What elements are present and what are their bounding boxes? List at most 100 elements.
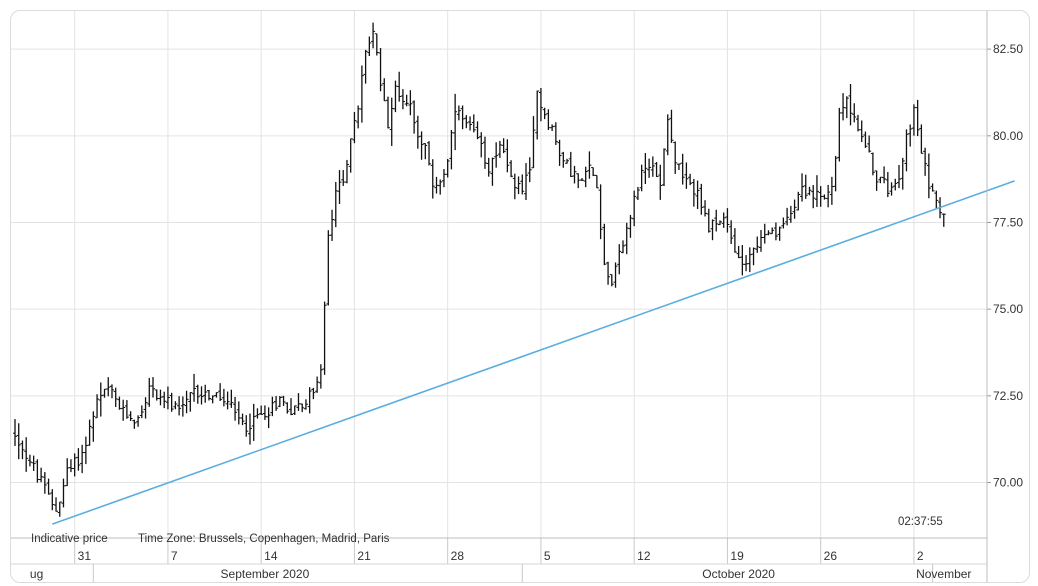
ohlc-bar: [538, 87, 543, 122]
ohlc-bar: [57, 501, 62, 517]
ohlc-bar: [699, 183, 704, 215]
ohlc-bar: [509, 160, 514, 178]
ohlc-bar: [893, 178, 898, 191]
ohlc-bar: [214, 392, 219, 398]
ohlc-bar: [27, 454, 32, 467]
ohlc-bar: [639, 164, 644, 192]
ohlc-bar: [486, 157, 491, 177]
ohlc-bar: [542, 107, 547, 120]
ohlc-bar: [221, 388, 226, 407]
ohlc-bar: [300, 403, 305, 413]
ohlc-bar: [520, 174, 525, 195]
day-tick-label: 5: [544, 549, 551, 563]
ohlc-bar: [908, 124, 913, 147]
ohlc-bar: [841, 93, 846, 121]
ohlc-bar: [822, 194, 827, 200]
y-tick-label: 77.50: [993, 215, 1023, 229]
ohlc-bar: [24, 437, 29, 472]
ohlc-bar: [680, 153, 685, 185]
y-tick-label: 70.00: [993, 476, 1023, 490]
ohlc-bar: [919, 124, 924, 154]
ohlc-bar: [587, 151, 592, 179]
ohlc-bar: [695, 180, 700, 210]
ohlc-bar: [516, 176, 521, 195]
ohlc-bar: [203, 384, 208, 403]
ohlc-bar: [367, 36, 372, 56]
ohlc-bar: [382, 78, 387, 102]
ohlc-bar: [662, 148, 667, 187]
ohlc-bar: [725, 208, 730, 233]
indicative-price-label: Indicative price: [31, 533, 108, 545]
ohlc-bar: [244, 415, 249, 437]
ohlc-bar: [479, 132, 484, 158]
ohlc-bar: [378, 47, 383, 92]
ohlc-bar: [296, 393, 301, 411]
ohlc-bar: [341, 170, 346, 186]
trendline-layer[interactable]: [52, 180, 1015, 525]
ohlc-bar: [430, 159, 435, 199]
ohlc-bar: [512, 173, 517, 200]
ohlc-bar: [281, 395, 286, 406]
ohlc-bar: [579, 178, 584, 181]
ohlc-bar: [770, 227, 775, 235]
ohlc-bar: [628, 214, 633, 238]
ohlc-bar: [412, 100, 417, 134]
ohlc-bar: [188, 392, 193, 412]
ohlc-bar: [337, 170, 342, 204]
ohlc-bar: [471, 114, 476, 133]
ohlc-bar: [807, 186, 812, 196]
ohlc-bar: [143, 397, 148, 419]
ohlc-bar: [229, 389, 234, 408]
ohlc-bar: [169, 392, 174, 412]
ohlc-bar: [497, 140, 502, 158]
ohlc-bar: [833, 155, 838, 192]
ohlc-bar: [624, 222, 629, 255]
ohlc-bar: [132, 419, 137, 429]
ohlc-bar: [344, 159, 349, 184]
ohlc-bar: [128, 411, 133, 422]
ohlc-bar: [42, 472, 47, 494]
ohlc-bar: [568, 151, 573, 178]
ohlc-bar: [72, 453, 77, 477]
ohlc-bar: [333, 181, 338, 228]
ohlc-bar: [154, 389, 159, 401]
ohlc-bar: [475, 121, 480, 140]
month-label: November: [916, 567, 971, 581]
ohlc-bar: [635, 186, 640, 200]
ohlc-bar: [867, 135, 872, 153]
ohlc-bar: [859, 120, 864, 143]
ohlc-bar: [863, 131, 868, 148]
ohlc-bar: [65, 458, 70, 487]
ohlc-bar: [285, 402, 290, 414]
ohlc-bar: [829, 176, 834, 205]
ohlc-bar: [225, 391, 230, 410]
ohlc-bar: [524, 163, 529, 200]
ohlc-bar: [117, 396, 122, 410]
ohlc-bar: [121, 399, 126, 421]
ohlc-bar: [848, 84, 853, 126]
ohlc-bar: [773, 222, 778, 241]
ohlc-bar: [50, 489, 55, 511]
ohlc-bar: [255, 408, 260, 419]
ohlc-bar: [307, 387, 312, 414]
ohlc-bar: [732, 228, 737, 253]
ohlc-bar: [650, 156, 655, 177]
ohlc-bar: [330, 209, 335, 241]
ohlc-bar: [106, 377, 111, 397]
ohlc-bar: [878, 176, 883, 184]
trendline[interactable]: [52, 180, 1015, 525]
day-tick-label: 19: [730, 549, 744, 563]
ohlc-bar: [602, 223, 607, 266]
ohlc-bar: [844, 96, 849, 119]
ohlc-bar: [561, 151, 566, 168]
day-tick-label: 28: [451, 549, 465, 563]
ohlc-bar: [165, 386, 170, 410]
price-chart[interactable]: 70.00 72.50 75.00 77.50 80.00 82.50 31 7 14 21 28…: [11, 11, 1029, 582]
ohlc-bar: [703, 200, 708, 217]
x-axis: 31 7 14 21 28 5 12 19 26 2 ug September 2020 October…: [11, 537, 987, 582]
ohlc-bar: [192, 373, 197, 402]
ohlc-bar: [434, 176, 439, 194]
ohlc-bar: [676, 163, 681, 170]
ohlc-bar: [688, 173, 693, 186]
ohlc-bar: [934, 190, 939, 210]
